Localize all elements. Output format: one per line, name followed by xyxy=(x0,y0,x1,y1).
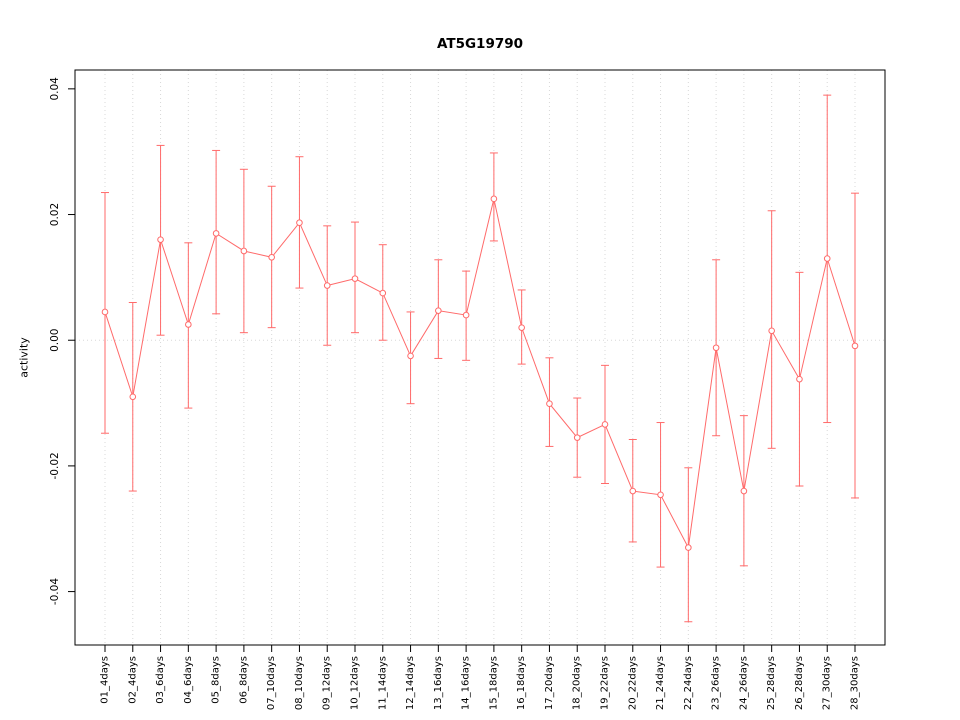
x-tick-label: 02_4days xyxy=(127,656,138,704)
data-point xyxy=(768,327,775,335)
y-tick-label: -0.04 xyxy=(49,578,61,605)
x-tick-label: 08_10days xyxy=(294,656,305,710)
y-tick-label: 0.04 xyxy=(49,77,61,101)
data-point xyxy=(185,321,192,328)
x-tick-label: 21_24days xyxy=(655,656,666,710)
x-tick-label: 25_28days xyxy=(766,656,777,710)
x-tick-label: 05_8days xyxy=(211,656,222,704)
data-point xyxy=(601,421,609,428)
x-tick-label: 22_24days xyxy=(683,656,694,710)
x-tick-label: 23_26days xyxy=(711,656,722,710)
x-tick-label: 13_16days xyxy=(433,656,444,710)
x-tick-label: 11_14days xyxy=(377,656,388,710)
data-point xyxy=(379,289,387,297)
x-tick-label: 20_22days xyxy=(627,656,638,710)
x-tick-label: 12_14days xyxy=(405,656,416,710)
data-point xyxy=(685,544,692,551)
x-tick-label: 19_22days xyxy=(600,656,611,710)
data-point xyxy=(157,236,164,243)
x-tick-label: 09_12days xyxy=(322,656,333,710)
x-tick-label: 07_10days xyxy=(266,656,277,710)
data-point xyxy=(129,393,137,401)
data-point xyxy=(823,255,831,262)
data-point xyxy=(546,400,553,407)
data-point xyxy=(101,308,109,316)
x-tick-label: 10_12days xyxy=(350,656,361,710)
x-tick-label: 06_8days xyxy=(238,656,249,704)
data-point xyxy=(851,342,859,350)
data-point xyxy=(296,219,303,227)
data-point xyxy=(407,352,414,360)
data-point xyxy=(573,434,581,441)
x-tick-label: 27_30days xyxy=(822,656,833,710)
data-point xyxy=(240,247,248,255)
data-point xyxy=(351,275,359,282)
data-point xyxy=(268,253,275,261)
data-point xyxy=(490,195,498,203)
x-tick-label: 17_20days xyxy=(544,656,555,710)
x-tick-label: 16_18days xyxy=(516,656,527,710)
y-tick-label: 0.02 xyxy=(49,203,61,226)
plot-border xyxy=(74,69,886,646)
data-point xyxy=(323,282,331,289)
y-axis-label: activity xyxy=(18,337,31,378)
data-point xyxy=(740,487,748,495)
x-tick-label: 04_6days xyxy=(183,656,194,704)
data-point xyxy=(435,307,442,314)
x-tick-label: 24_26days xyxy=(738,656,749,710)
x-tick-label: 15_18days xyxy=(488,656,499,710)
x-tick-label: 18_20days xyxy=(572,656,583,710)
series-line xyxy=(104,198,856,550)
data-point xyxy=(518,324,525,331)
data-point xyxy=(629,487,637,495)
y-tick-label: 0.00 xyxy=(49,329,61,352)
y-tick-label: -0.02 xyxy=(49,452,61,479)
data-point xyxy=(212,230,220,237)
data-point xyxy=(712,344,720,352)
data-point xyxy=(796,375,803,383)
data-point xyxy=(462,311,470,319)
x-tick-label: 03_6days xyxy=(155,656,166,704)
x-tick-label: 26_28days xyxy=(794,656,805,710)
x-tick-label: 14_16days xyxy=(461,656,472,710)
x-tick-label: 01_4days xyxy=(100,656,111,704)
x-tick-label: 28_30days xyxy=(850,656,861,710)
data-point xyxy=(657,491,664,499)
chart-title: AT5G19790 xyxy=(436,36,524,52)
